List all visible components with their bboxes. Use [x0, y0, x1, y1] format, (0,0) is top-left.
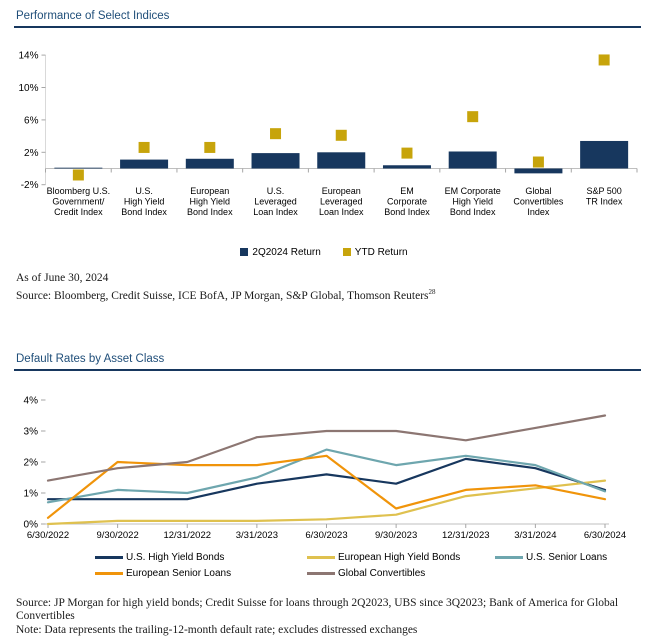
legend-item: Global Convertibles	[307, 567, 495, 581]
marker-ytd-return	[401, 147, 413, 159]
bar-2q2024-return	[580, 140, 629, 169]
footnote-superscript: 28	[428, 287, 436, 296]
y-tick-label: 6%	[24, 115, 39, 126]
line-series	[46, 448, 607, 504]
y-tick-label: 10%	[18, 83, 38, 94]
bar-2q2024-return	[185, 158, 234, 169]
x-tick-label: 3/31/2024	[514, 530, 556, 541]
y-tick-label: 4%	[24, 395, 39, 406]
default-rates-line-chart: 4% 3% 2% 1% 0%6/30/2022 9/30/2022 12/31/2022 3/…	[24, 395, 627, 541]
legend-label: YTD Return	[354, 246, 408, 258]
category-label: EM Corporate High Yield Bond Index	[445, 186, 501, 217]
bar-chart-footnote: As of June 30, 2024 Source: Bloomberg, C…	[16, 272, 648, 303]
as-of-date: As of June 30, 2024	[16, 272, 109, 284]
legend-label: Global Convertibles	[338, 567, 426, 579]
y-tick-label: 14%	[18, 51, 38, 62]
x-tick-label: 6/30/2022	[27, 530, 69, 541]
category-label: EM Corporate Bond Index	[384, 186, 430, 217]
legend-item: YTD Return	[342, 246, 408, 258]
bar-chart-title: Performance of Select Indices	[14, 0, 641, 28]
line-chart-title: Default Rates by Asset Class	[14, 353, 641, 371]
legend-swatch	[95, 556, 123, 560]
bar-chart-legend: 2Q2024 Return YTD Return	[0, 246, 648, 258]
category-label: U.S. High Yield Bond Index	[121, 186, 167, 217]
marker-ytd-return	[138, 141, 150, 153]
x-tick-label: 6/30/2023	[305, 530, 347, 541]
legend-swatch	[240, 248, 249, 256]
y-tick-label: 0%	[24, 519, 39, 530]
y-tick-label: 2%	[24, 457, 39, 468]
marker-ytd-return	[467, 111, 479, 123]
bar-2q2024-return	[382, 165, 431, 169]
legend-item: U.S. High Yield Bonds	[95, 551, 307, 565]
legend-label: European Senior Loans	[126, 567, 232, 579]
legend-item: European Senior Loans	[95, 567, 307, 581]
y-tick-label: 1%	[24, 488, 39, 499]
category-label: Bloomberg U.S. Government/Credit Index	[47, 186, 111, 217]
legend-swatch	[495, 556, 523, 560]
x-tick-label: 6/30/2024	[584, 530, 626, 541]
x-tick-label: 9/30/2022	[96, 530, 138, 541]
bar-2q2024-return	[317, 152, 366, 169]
line-chart-footnote: Source: JP Morgan for high yield bonds; …	[16, 597, 648, 638]
bar-2q2024-return	[54, 167, 103, 169]
marker-ytd-return	[335, 129, 347, 141]
x-tick-label: 12/31/2022	[163, 530, 211, 541]
category-label: U.S. Leveraged Loan Index	[253, 186, 298, 217]
category-label: European Leveraged Loan Index	[319, 186, 364, 217]
category-label: Global Convertibles Index	[513, 186, 564, 217]
marker-ytd-return	[532, 156, 544, 168]
legend-swatch	[307, 556, 335, 560]
y-tick-label: 3%	[24, 426, 39, 437]
line-series	[46, 479, 607, 525]
line-chart-legend: U.S. High Yield Bonds European High Yield…	[95, 551, 648, 581]
legend-label: U.S. High Yield Bonds	[126, 551, 225, 563]
marker-ytd-return	[270, 128, 282, 140]
bar-2q2024-return	[514, 168, 563, 174]
legend-label: European High Yield Bonds	[338, 551, 461, 563]
x-tick-label: 12/31/2023	[442, 530, 490, 541]
bar-2q2024-return	[251, 153, 300, 169]
bar-2q2024-return	[448, 151, 497, 169]
line-series	[46, 457, 607, 501]
legend-swatch	[307, 572, 335, 576]
legend-label: U.S. Senior Loans	[526, 551, 608, 563]
legend-label: 2Q2024 Return	[252, 246, 321, 258]
note-line: Note: Data represents the trailing-12-mo…	[16, 623, 418, 636]
legend-item: 2Q2024 Return	[240, 246, 321, 258]
category-label: European High Yield Bond Index	[187, 186, 233, 217]
source-line: Source: JP Morgan for high yield bonds; …	[16, 596, 619, 623]
legend-swatch	[342, 248, 351, 256]
x-tick-label: 9/30/2023	[375, 530, 417, 541]
marker-ytd-return	[72, 169, 84, 181]
line-series	[46, 414, 607, 482]
performance-bar-chart: 14% 10% 6% 2% -2% Bloomberg U.S. Government/Cr…	[18, 51, 638, 217]
line-series	[46, 454, 607, 519]
legend-item: U.S. Senior Loans	[495, 551, 648, 565]
source-line: Source: Bloomberg, Credit Suisse, ICE Bo…	[16, 287, 436, 302]
marker-ytd-return	[204, 141, 216, 153]
y-tick-label: -2%	[21, 180, 39, 191]
x-tick-label: 3/31/2023	[236, 530, 278, 541]
category-label: S&P 500 TR Index	[586, 186, 623, 207]
marker-ytd-return	[598, 54, 610, 66]
legend-item: European High Yield Bonds	[307, 551, 495, 565]
bar-2q2024-return	[120, 159, 169, 169]
legend-swatch	[95, 572, 123, 576]
y-tick-label: 2%	[24, 148, 39, 159]
